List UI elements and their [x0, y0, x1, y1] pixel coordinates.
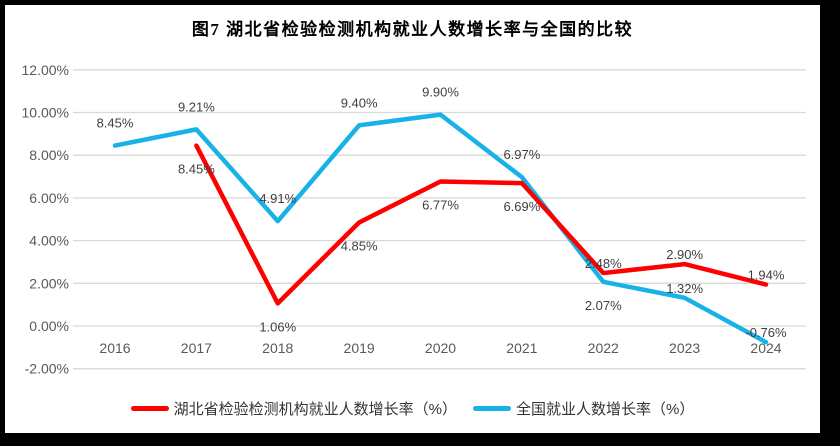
series-line	[194, 143, 769, 306]
data-label: 1.94%	[748, 268, 785, 283]
y-tick-label: 8.00%	[29, 147, 69, 163]
data-label: 8.45%	[178, 162, 215, 177]
chart-canvas: 图7 湖北省检验检测机构就业人数增长率与全国的比较 -2.00% 0.00% 2.0…	[5, 5, 820, 433]
data-label: 6.69%	[503, 199, 540, 214]
y-tick-label: 6.00%	[29, 190, 69, 206]
data-label: 9.40%	[341, 95, 378, 110]
x-tick-label: 2022	[588, 340, 619, 356]
chart-legend: 湖北省检验检测机构就业人数增长率（%） 全国就业人数增长率（%）	[5, 398, 820, 419]
data-label: -0.76%	[745, 325, 787, 340]
y-tick-label: -2.00%	[25, 361, 69, 377]
chart-title: 图7 湖北省检验检测机构就业人数增长率与全国的比较	[191, 20, 634, 39]
line-chart: -2.00% 0.00% 2.00% 4.00% 6.00% 8.00% 10.00% 12.…	[22, 62, 806, 377]
legend-line-swatch	[130, 406, 169, 411]
legend-label: 湖北省检验检测机构就业人数增长率（%）	[173, 401, 457, 418]
data-label: 1.06%	[259, 319, 296, 334]
x-tick-label: 2018	[262, 340, 293, 356]
data-label: 1.32%	[666, 281, 703, 296]
data-label: 4.85%	[341, 238, 378, 253]
series-line	[112, 112, 769, 345]
y-tick-label: 12.00%	[22, 62, 69, 78]
y-tick-label: 4.00%	[29, 233, 69, 249]
legend-label: 全国就业人数增长率（%）	[516, 401, 695, 418]
data-label: 2.48%	[585, 256, 622, 271]
x-tick-label: 2019	[344, 340, 375, 356]
y-tick-label: 0.00%	[29, 318, 69, 334]
data-label: 8.45%	[97, 116, 134, 131]
y-tick-label: 10.00%	[22, 105, 69, 121]
data-label: 2.90%	[666, 247, 703, 262]
data-label: 6.77%	[422, 197, 459, 212]
x-tick-label: 2023	[669, 340, 700, 356]
x-tick-label: 2017	[181, 340, 212, 356]
data-label: 9.21%	[178, 99, 215, 114]
legend-line-swatch	[473, 406, 511, 411]
x-tick-label: 2024	[750, 340, 781, 356]
legend-item: 湖北省检验检测机构就业人数增长率（%）	[130, 398, 457, 419]
data-label: 9.90%	[422, 85, 459, 100]
x-tick-label: 2016	[99, 340, 130, 356]
data-label: 2.07%	[585, 298, 622, 313]
x-tick-label: 2021	[506, 340, 537, 356]
x-tick-label: 2020	[425, 340, 456, 356]
data-label: 6.97%	[503, 147, 540, 162]
y-tick-label: 2.00%	[29, 275, 69, 291]
data-label: 4.91%	[259, 191, 296, 206]
legend-item: 全国就业人数增长率（%）	[473, 398, 694, 419]
